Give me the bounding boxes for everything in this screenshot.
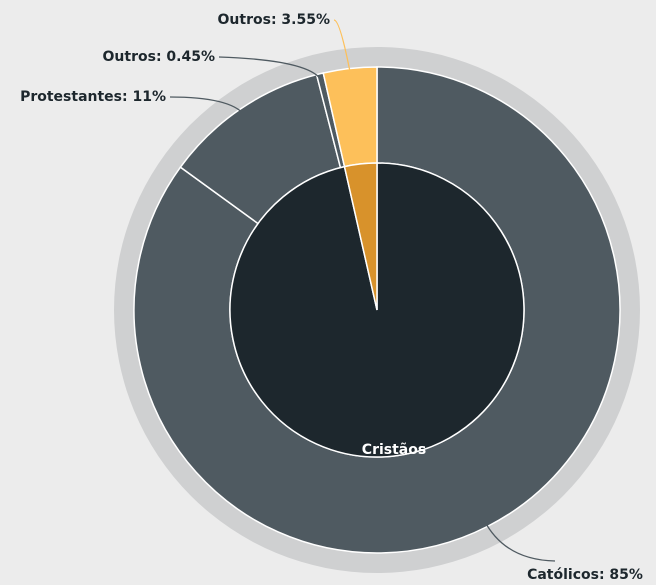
slice-label: Outros: 0.45% — [103, 49, 215, 65]
inner-slice — [343, 162, 378, 311]
inner-label: Cristãos — [362, 442, 426, 458]
slice-label: Protestantes: 11% — [20, 89, 166, 105]
slice-label: Católicos: 85% — [527, 567, 643, 583]
leader-line — [333, 19, 352, 76]
leader-line — [169, 96, 245, 116]
leader-line — [483, 519, 556, 562]
leader-line — [218, 56, 323, 81]
slice-label: Outros: 3.55% — [218, 12, 330, 28]
